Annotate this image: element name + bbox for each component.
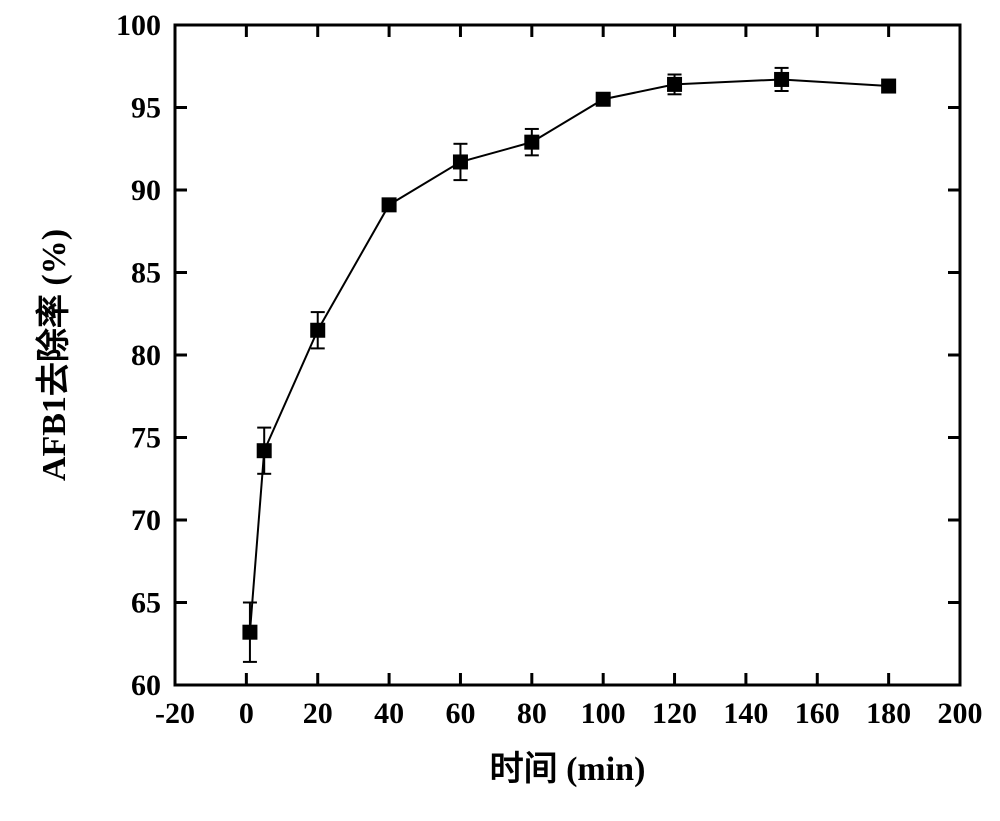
y-tick-label: 90 — [131, 174, 161, 207]
data-marker — [775, 72, 789, 86]
x-tick-label: 20 — [303, 697, 333, 730]
y-tick-label: 60 — [131, 669, 161, 702]
data-marker — [243, 625, 257, 639]
x-tick-label: 80 — [517, 697, 547, 730]
x-tick-label: 60 — [445, 697, 475, 730]
y-tick-label: 75 — [131, 422, 161, 455]
data-marker — [311, 323, 325, 337]
data-marker — [525, 135, 539, 149]
data-marker — [453, 155, 467, 169]
y-tick-label: 80 — [131, 339, 161, 372]
x-tick-label: -20 — [155, 697, 195, 730]
y-tick-label: 70 — [131, 504, 161, 537]
x-tick-label: 200 — [938, 697, 983, 730]
y-axis-title: AFB1去除率 (%) — [34, 229, 73, 481]
x-tick-label: 0 — [239, 697, 254, 730]
data-marker — [596, 92, 610, 106]
x-tick-label: 160 — [795, 697, 840, 730]
data-marker — [257, 444, 271, 458]
y-tick-label: 100 — [116, 9, 161, 42]
data-marker — [882, 79, 896, 93]
x-tick-label: 40 — [374, 697, 404, 730]
data-marker — [382, 198, 396, 212]
y-tick-label: 65 — [131, 587, 161, 620]
data-marker — [668, 77, 682, 91]
x-tick-label: 140 — [723, 697, 768, 730]
y-tick-label: 85 — [131, 257, 161, 290]
y-tick-label: 95 — [131, 92, 161, 125]
x-tick-label: 120 — [652, 697, 697, 730]
x-tick-label: 100 — [581, 697, 626, 730]
x-tick-label: 180 — [866, 697, 911, 730]
x-axis-title: 时间 (min) — [490, 750, 646, 788]
afb1-removal-chart: -20 0 20 40 60 80 100 120 140 160 180 200 60 65 70 75 80… — [0, 0, 1000, 821]
